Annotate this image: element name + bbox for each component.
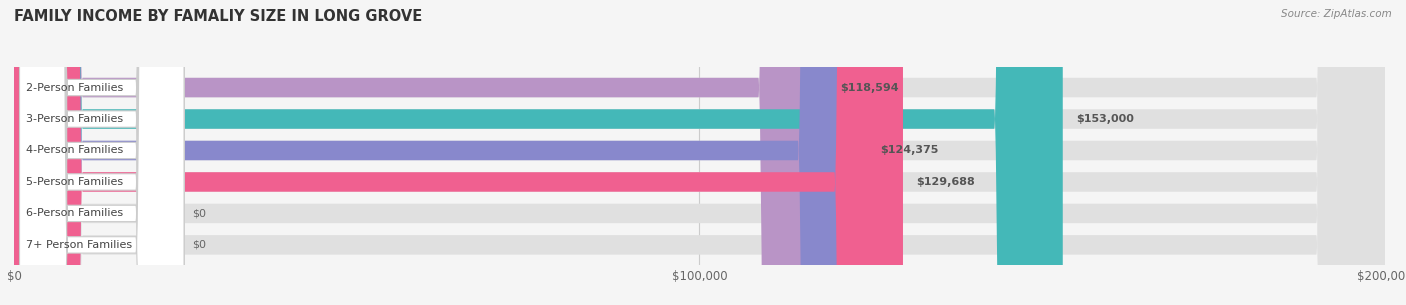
Text: 6-Person Families: 6-Person Families [27,208,124,218]
FancyBboxPatch shape [14,0,1385,305]
FancyBboxPatch shape [20,0,184,305]
FancyBboxPatch shape [14,0,1063,305]
Text: $0: $0 [193,208,207,218]
Text: 3-Person Families: 3-Person Families [27,114,124,124]
FancyBboxPatch shape [14,0,1385,305]
FancyBboxPatch shape [20,0,184,305]
Text: FAMILY INCOME BY FAMALIY SIZE IN LONG GROVE: FAMILY INCOME BY FAMALIY SIZE IN LONG GR… [14,9,422,24]
Text: 5-Person Families: 5-Person Families [27,177,124,187]
FancyBboxPatch shape [20,0,184,305]
Text: $129,688: $129,688 [917,177,976,187]
FancyBboxPatch shape [14,0,1385,305]
FancyBboxPatch shape [14,0,1385,305]
FancyBboxPatch shape [14,0,903,305]
Text: $0: $0 [193,240,207,250]
Text: $153,000: $153,000 [1077,114,1135,124]
FancyBboxPatch shape [20,0,184,305]
Text: Source: ZipAtlas.com: Source: ZipAtlas.com [1281,9,1392,19]
FancyBboxPatch shape [14,0,866,305]
FancyBboxPatch shape [20,0,184,305]
Text: $118,594: $118,594 [841,83,900,92]
Text: 2-Person Families: 2-Person Families [27,83,124,92]
Text: $124,375: $124,375 [880,145,939,156]
FancyBboxPatch shape [14,0,1385,305]
FancyBboxPatch shape [20,0,184,305]
Text: 7+ Person Families: 7+ Person Families [27,240,132,250]
FancyBboxPatch shape [14,0,827,305]
Text: 4-Person Families: 4-Person Families [27,145,124,156]
FancyBboxPatch shape [14,0,1385,305]
